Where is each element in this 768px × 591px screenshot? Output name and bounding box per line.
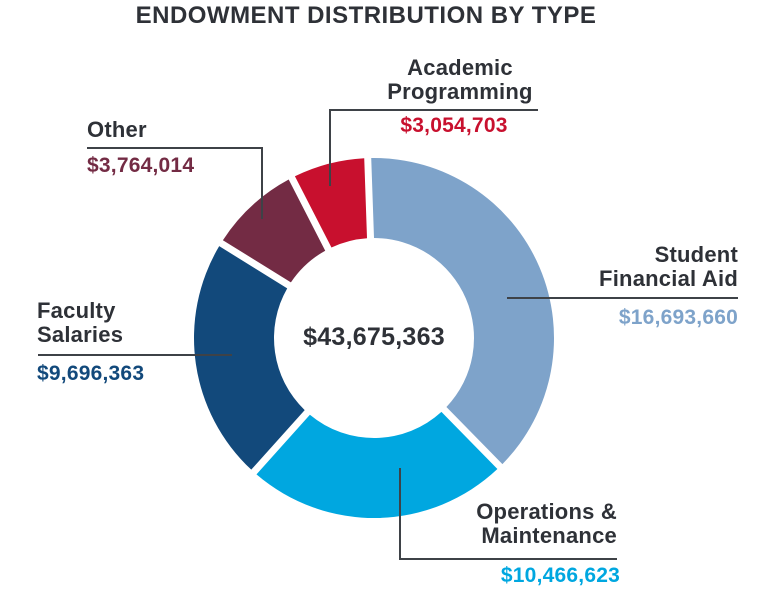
callout-value-faculty-salaries: $9,696,363 [37, 362, 145, 385]
donut-segment-academic-programming[interactable] [294, 158, 368, 248]
leader-line-operations-maintenance [399, 468, 617, 560]
callout-label-line: Other [87, 117, 147, 142]
leader-line-academic-programming [329, 109, 538, 186]
callout-label-line: Maintenance [481, 523, 617, 548]
donut-segment-student-financial-aid[interactable] [371, 158, 555, 465]
donut-segment-faculty-salaries[interactable] [193, 246, 305, 470]
donut-center-total: $43,675,363 [303, 323, 445, 351]
callout-label-other: Other [87, 118, 147, 142]
callout-value-academic-programming: $3,054,703 [400, 114, 508, 137]
donut-segment-other[interactable] [222, 179, 326, 283]
callout-label-faculty-salaries: Faculty Salaries [37, 299, 123, 347]
callout-label-line: Salaries [37, 322, 124, 347]
callout-label-operations-maintenance: Operations & Maintenance [367, 500, 617, 548]
callout-label-line: Financial Aid [599, 266, 738, 291]
leader-line-other [87, 147, 263, 219]
callout-label-line: Operations & [476, 499, 617, 524]
callout-label-line: Academic [407, 55, 513, 80]
donut-segment-operations-maintenance[interactable] [256, 411, 498, 518]
callout-label-line: Programming [387, 79, 533, 104]
callout-label-student-financial-aid: Student Financial Aid [488, 243, 738, 291]
callout-label-line: Faculty [37, 298, 116, 323]
chart-title: ENDOWMENT DISTRIBUTION BY TYPE [135, 2, 597, 29]
callout-label-line: Student [654, 242, 738, 267]
callout-value-operations-maintenance: $10,466,623 [500, 564, 620, 587]
callout-value-other: $3,764,014 [87, 154, 195, 177]
callout-value-student-financial-aid: $16,693,660 [618, 306, 738, 329]
callout-label-academic-programming: Academic Programming [380, 56, 540, 104]
